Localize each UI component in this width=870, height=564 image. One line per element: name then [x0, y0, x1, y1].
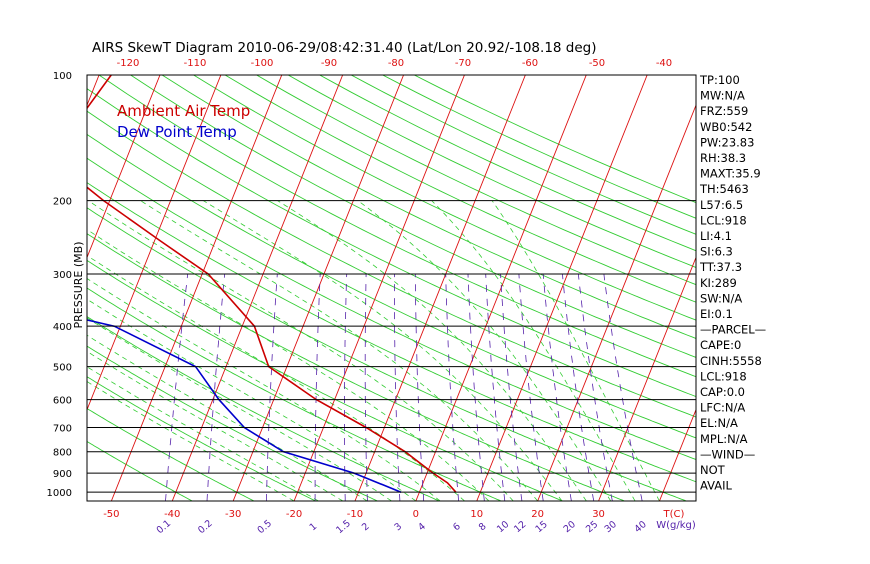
top-temp-tick-label: -100: [251, 58, 274, 69]
index-text: PW:23.83: [700, 135, 754, 149]
bottom-temp-tick-label: -10: [347, 509, 363, 520]
index-text: SI:6.3: [700, 245, 733, 259]
index-text: CAPE:0: [700, 338, 741, 352]
mixing-ratio-tick-label: 25: [584, 519, 600, 535]
isotherm: [0, 75, 38, 501]
index-text: MW:N/A: [700, 89, 745, 103]
top-temp-tick-label: -120: [117, 58, 140, 69]
mixing-ratio-tick-label: 1: [308, 521, 320, 533]
top-temp-tick-label: -90: [321, 58, 337, 69]
legend-entry: Dew Point Temp: [117, 123, 237, 141]
mixing-ratio-line: [604, 274, 642, 501]
mixing-ratio-tick-label: 12: [512, 519, 528, 535]
mixing-ratio-line: [266, 274, 277, 501]
mixing-ratio-tick-label: 6: [451, 521, 463, 533]
mixing-ratio-line: [315, 274, 320, 501]
index-text: —PARCEL—: [700, 323, 766, 337]
mixing-ratio-tick-label: 40: [632, 519, 648, 535]
mixing-ratio-tick-label: 4: [416, 521, 428, 533]
mixing-ratio-tick-label: 30: [603, 519, 619, 535]
bottom-temp-tick-label: -50: [103, 509, 119, 520]
temp-axis-label: T(C): [663, 509, 685, 520]
index-text: TH:5463: [699, 182, 749, 196]
top-temp-tick-label: -110: [184, 58, 207, 69]
mixing-ratio-tick-label: 1.5: [334, 518, 353, 536]
bottom-temp-tick-label: 0: [413, 509, 419, 520]
index-text: CAP:0.0: [700, 385, 745, 399]
mixing-ratio-tick-label: 8: [477, 521, 489, 533]
pressure-tick-label: 800: [53, 448, 72, 459]
index-text: LCL:918: [700, 369, 747, 383]
moist-adiabat: [278, 201, 587, 501]
mixing-ratio-line: [166, 274, 188, 501]
mixing-ratio-tick-label: 0.2: [196, 518, 215, 536]
bottom-temp-tick-label: -20: [286, 509, 302, 520]
dry-adiabat: [162, 75, 870, 501]
top-temp-tick-label: -80: [388, 58, 404, 69]
index-text: MAXT:35.9: [700, 167, 761, 181]
pressure-tick-label: 700: [53, 424, 72, 435]
dry-adiabat: [351, 75, 870, 501]
index-text: RH:38.3: [700, 151, 746, 165]
top-temp-tick-label: -40: [656, 58, 672, 69]
isotherm: [538, 75, 708, 501]
pressure-tick-label: 1000: [47, 488, 72, 499]
pressure-tick-label: 900: [53, 469, 72, 480]
index-text: SW:N/A: [700, 291, 742, 305]
dry-adiabat: [414, 75, 870, 501]
chart-title: AIRS SkewT Diagram 2010-06-29/08:42:31.4…: [92, 40, 597, 56]
mixing-ratio-axis-label: W(g/kg): [656, 520, 696, 531]
index-text: LI:4.1: [700, 229, 732, 243]
dry-adiabat: [0, 75, 748, 501]
pressure-tick-label: 500: [53, 363, 72, 374]
y-axis-label: PRESSURE (MB): [72, 242, 85, 329]
pressure-tick-label: 300: [53, 270, 72, 281]
pressure-tick-label: 400: [53, 322, 72, 333]
index-text: AVAIL: [700, 479, 733, 493]
index-text: CINH:5558: [700, 354, 762, 368]
top-temp-tick-label: -50: [589, 58, 605, 69]
mixing-ratio-tick-label: 20: [562, 519, 578, 535]
dry-adiabat: [131, 75, 870, 501]
index-text: —WIND—: [700, 447, 755, 461]
index-text: EL:N/A: [700, 416, 738, 430]
mixing-ratio-line: [486, 274, 505, 501]
mixing-ratio-tick-label: 0.5: [255, 518, 274, 536]
mixing-ratio-tick-label: 10: [495, 519, 511, 535]
legend-entry: Ambient Air Temp: [117, 102, 250, 120]
isotherm: [477, 75, 647, 501]
mixing-ratio-tick-label: 2: [360, 521, 372, 533]
bottom-temp-tick-label: -40: [164, 509, 180, 520]
index-text: MPL:N/A: [700, 432, 748, 446]
index-text: EI:0.1: [700, 307, 733, 321]
moist-adiabat: [203, 201, 562, 501]
index-text: NOT: [700, 463, 726, 477]
moist-adiabat: [88, 201, 513, 501]
bottom-temp-tick-label: -30: [225, 509, 241, 520]
pressure-tick-label: 600: [53, 396, 72, 407]
top-temp-tick-label: -70: [455, 58, 471, 69]
index-text: TT:37.3: [699, 260, 742, 274]
dry-adiabat: [194, 75, 870, 501]
bottom-temp-tick-label: 10: [470, 509, 483, 520]
index-text: WB0:542: [700, 120, 752, 134]
mixing-ratio-tick-label: 3: [392, 521, 404, 533]
mixing-ratio-line: [446, 274, 459, 501]
pressure-tick-label: 100: [53, 71, 72, 82]
pressure-tick-label: 200: [53, 197, 72, 208]
index-text: TP:100: [699, 73, 740, 87]
index-text: L57:6.5: [700, 198, 743, 212]
index-text: LFC:N/A: [700, 401, 745, 415]
index-text: FRZ:559: [700, 104, 748, 118]
dry-adiabat: [288, 75, 870, 501]
mixing-ratio-tick-label: 0.1: [155, 518, 174, 536]
bottom-temp-tick-label: 30: [592, 509, 605, 520]
top-temp-tick-label: -60: [522, 58, 538, 69]
mixing-ratio-tick-label: 15: [533, 519, 549, 535]
index-text: KI:289: [700, 276, 737, 290]
index-text: LCL:918: [700, 213, 747, 227]
